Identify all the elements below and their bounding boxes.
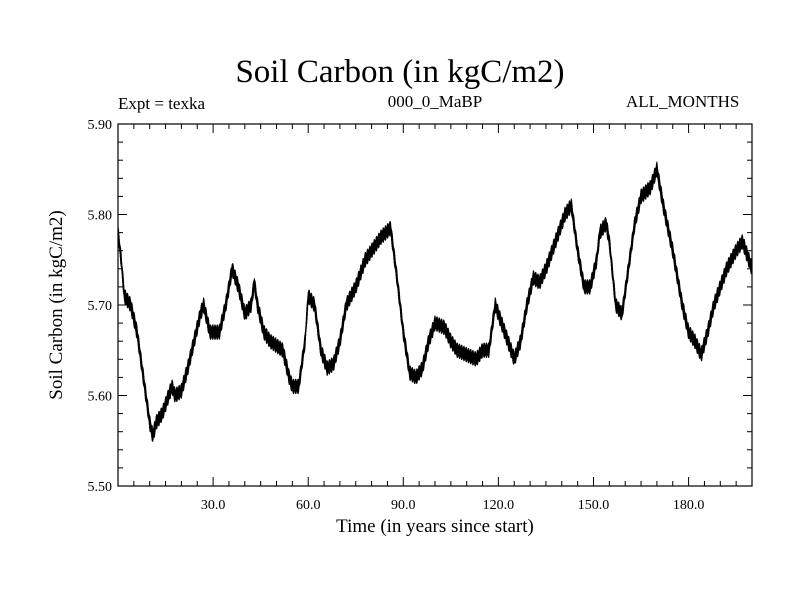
- x-tick-label: 90.0: [391, 498, 416, 513]
- months-label: ALL_MONTHS: [626, 92, 740, 111]
- y-tick-label: 5.80: [88, 209, 113, 224]
- x-axis-label: Time (in years since start): [336, 516, 534, 537]
- y-tick-label: 5.60: [88, 390, 113, 405]
- x-tick-label: 150.0: [578, 498, 610, 513]
- period-label: 000_0_MaBP: [387, 92, 483, 111]
- y-tick-label: 5.90: [88, 118, 113, 133]
- experiment-label: Expt = texka: [118, 94, 206, 113]
- x-tick-label: 30.0: [201, 498, 226, 513]
- plot-frame: [117, 123, 753, 487]
- y-axis-label: Soil Carbon (in kgC/m2): [46, 210, 67, 399]
- soil-carbon-line: [117, 161, 753, 442]
- x-tick-label: 180.0: [673, 498, 705, 513]
- x-tick-label: 120.0: [483, 498, 515, 513]
- x-tick-label: 60.0: [296, 498, 321, 513]
- y-tick-label: 5.50: [88, 480, 113, 495]
- chart-title: Soil Carbon (in kgC/m2): [235, 54, 565, 90]
- y-tick-label: 5.70: [88, 299, 113, 314]
